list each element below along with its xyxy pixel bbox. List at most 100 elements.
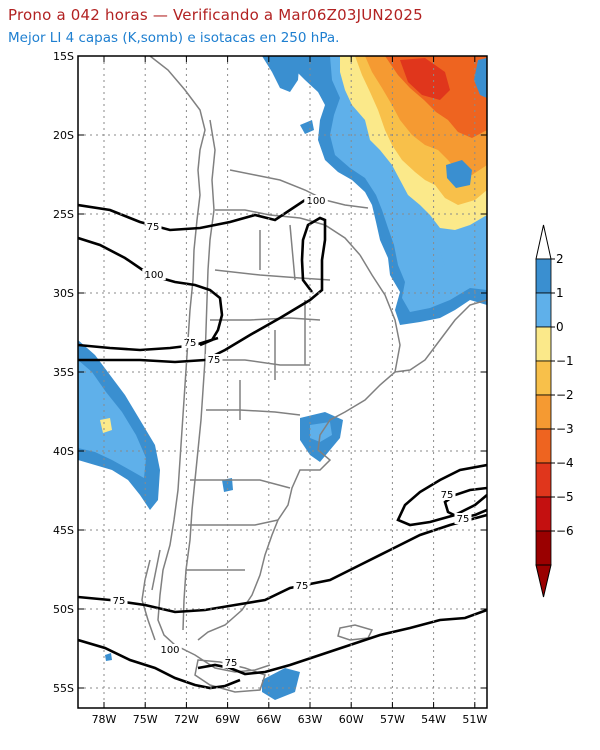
border-uruguay: [359, 254, 401, 373]
isotach-label-bg: [205, 354, 223, 365]
colorbar-segment: [535, 530, 552, 566]
isotach-label-bg: [454, 513, 472, 524]
isotach-100-south: [78, 638, 241, 690]
li-area-chile-yellow: [100, 418, 112, 433]
longitude-axis: 78W 75W 72W 69W 66W 63W 60W 57W 54W 51W: [92, 56, 487, 726]
lat-tick-label: 30S: [53, 287, 74, 300]
isotach-label: 75: [208, 355, 221, 366]
lat-tick-label: 20S: [53, 129, 74, 142]
lon-tick-label: 51W: [462, 713, 487, 726]
li-area-brazil-inner-blue2: [474, 58, 487, 98]
latitude-axis: 15S 20S 25S 30S 35S 40S 45S 50S 55S: [53, 50, 487, 695]
li-area-patch-south: [262, 668, 300, 700]
chile-archipelago: [141, 549, 161, 641]
li-shading: [78, 56, 487, 700]
lon-tick-label: 54W: [421, 713, 446, 726]
isotach-label-bg: [293, 580, 311, 591]
isotach-label: 75: [184, 338, 197, 349]
border-argentina-chile: [182, 119, 216, 631]
li-area-brazil-spot: [420, 250, 445, 275]
lon-tick-label: 66W: [256, 713, 281, 726]
lat-tick-label: 40S: [53, 445, 74, 458]
li-area-patch-patagonia: [222, 478, 233, 492]
lat-tick-label: 25S: [53, 208, 74, 221]
colorbar-segment: [535, 258, 552, 294]
isotach-label-bg: [181, 337, 199, 348]
colorbar-bottom-arrow: [535, 564, 552, 598]
isotach-75-east-inner: [443, 486, 487, 520]
isotach-label: 75: [113, 596, 126, 607]
map-subtitle: Mejor LI 4 capas (K,somb) e isotacas en …: [8, 30, 340, 46]
border-argentina-bolivia: [215, 209, 361, 256]
lat-tick-label: 50S: [53, 603, 74, 616]
li-area-north-strip2: [300, 120, 314, 134]
colorbar-label: 2: [556, 252, 564, 266]
colorbar-label: −6: [556, 524, 574, 538]
isotach-label: 100: [144, 270, 163, 281]
isotach-label: 75: [457, 514, 470, 525]
province-lines-3: [186, 479, 291, 571]
colorbar-segment: [535, 428, 552, 464]
colorbar-segment: [535, 292, 552, 328]
colorbar-top-arrow: [535, 224, 552, 260]
isotach-label: 75: [296, 581, 309, 592]
colorbar-segment: [535, 394, 552, 430]
li-area-chile-light: [78, 360, 146, 478]
map-title: Prono a 042 horas — Verificando a Mar06Z…: [8, 6, 423, 24]
lon-tick-label: 69W: [215, 713, 240, 726]
isotach-75-north: [78, 194, 316, 232]
colorbar-label: 1: [556, 286, 564, 300]
colorbar-label: −2: [556, 388, 574, 402]
colorbar-segment: [535, 462, 552, 498]
colorbar-segment: [535, 360, 552, 396]
province-lines-1: [206, 269, 331, 416]
isotach-label-bg: [144, 221, 162, 232]
lon-tick-label: 57W: [380, 713, 405, 726]
isotach-100-central: [78, 336, 219, 352]
isotach-75-south: [78, 513, 487, 614]
lat-tick-label: 45S: [53, 524, 74, 537]
isotach-label-bg: [438, 489, 456, 500]
isotach-label-bg: [110, 595, 128, 606]
li-area-brazil-red: [400, 58, 450, 100]
isotach-label-bg: [222, 657, 240, 668]
isotach-label: 75: [147, 222, 160, 233]
graticule: [78, 56, 487, 708]
lon-tick-label: 78W: [92, 713, 117, 726]
isotach-75-central: [78, 216, 327, 364]
colorbar-label: −3: [556, 422, 574, 436]
li-area-brazil-inner-blue: [446, 160, 472, 188]
isotach-labels: 75 100 75 100 75 75 75 75 75 100 75: [110, 195, 472, 669]
li-area-north-strip: [262, 56, 300, 92]
colorbar-label: −4: [556, 456, 574, 470]
isotach-100-north: [78, 236, 224, 347]
isotach-label: 75: [225, 658, 238, 669]
coastline-atlantic-east: [197, 299, 487, 641]
isotach-label: 75: [441, 490, 454, 501]
colorbar-segment: [535, 496, 552, 532]
isotach-label-bg: [142, 269, 166, 280]
li-area-patch-pacific: [105, 653, 112, 661]
li-area-buenos-aires-light: [310, 422, 332, 442]
lon-tick-label: 72W: [174, 713, 199, 726]
lat-tick-label: 35S: [53, 366, 74, 379]
lon-tick-label: 75W: [133, 713, 158, 726]
isotach-label: 100: [306, 196, 325, 207]
colorbar: 2 1 0 −1 −2 −3 −4 −5 −6: [535, 224, 574, 598]
isotach-label-bg: [158, 644, 182, 655]
isotach-label: 100: [160, 645, 179, 656]
malvinas: [337, 624, 374, 641]
colorbar-label: −5: [556, 490, 574, 504]
colorbar-label: 0: [556, 320, 564, 334]
province-lines-2: [239, 224, 306, 420]
border-bolivia-paraguay: [229, 169, 369, 209]
lat-tick-label: 55S: [53, 682, 74, 695]
lon-tick-label: 60W: [339, 713, 364, 726]
colorbar-segment: [535, 326, 552, 362]
isotach-75-far-south: [197, 608, 487, 676]
isotach-75-east-upper: [396, 463, 487, 527]
lat-tick-label: 15S: [53, 50, 74, 63]
colorbar-label: −1: [556, 354, 574, 368]
lon-tick-label: 63W: [298, 713, 323, 726]
